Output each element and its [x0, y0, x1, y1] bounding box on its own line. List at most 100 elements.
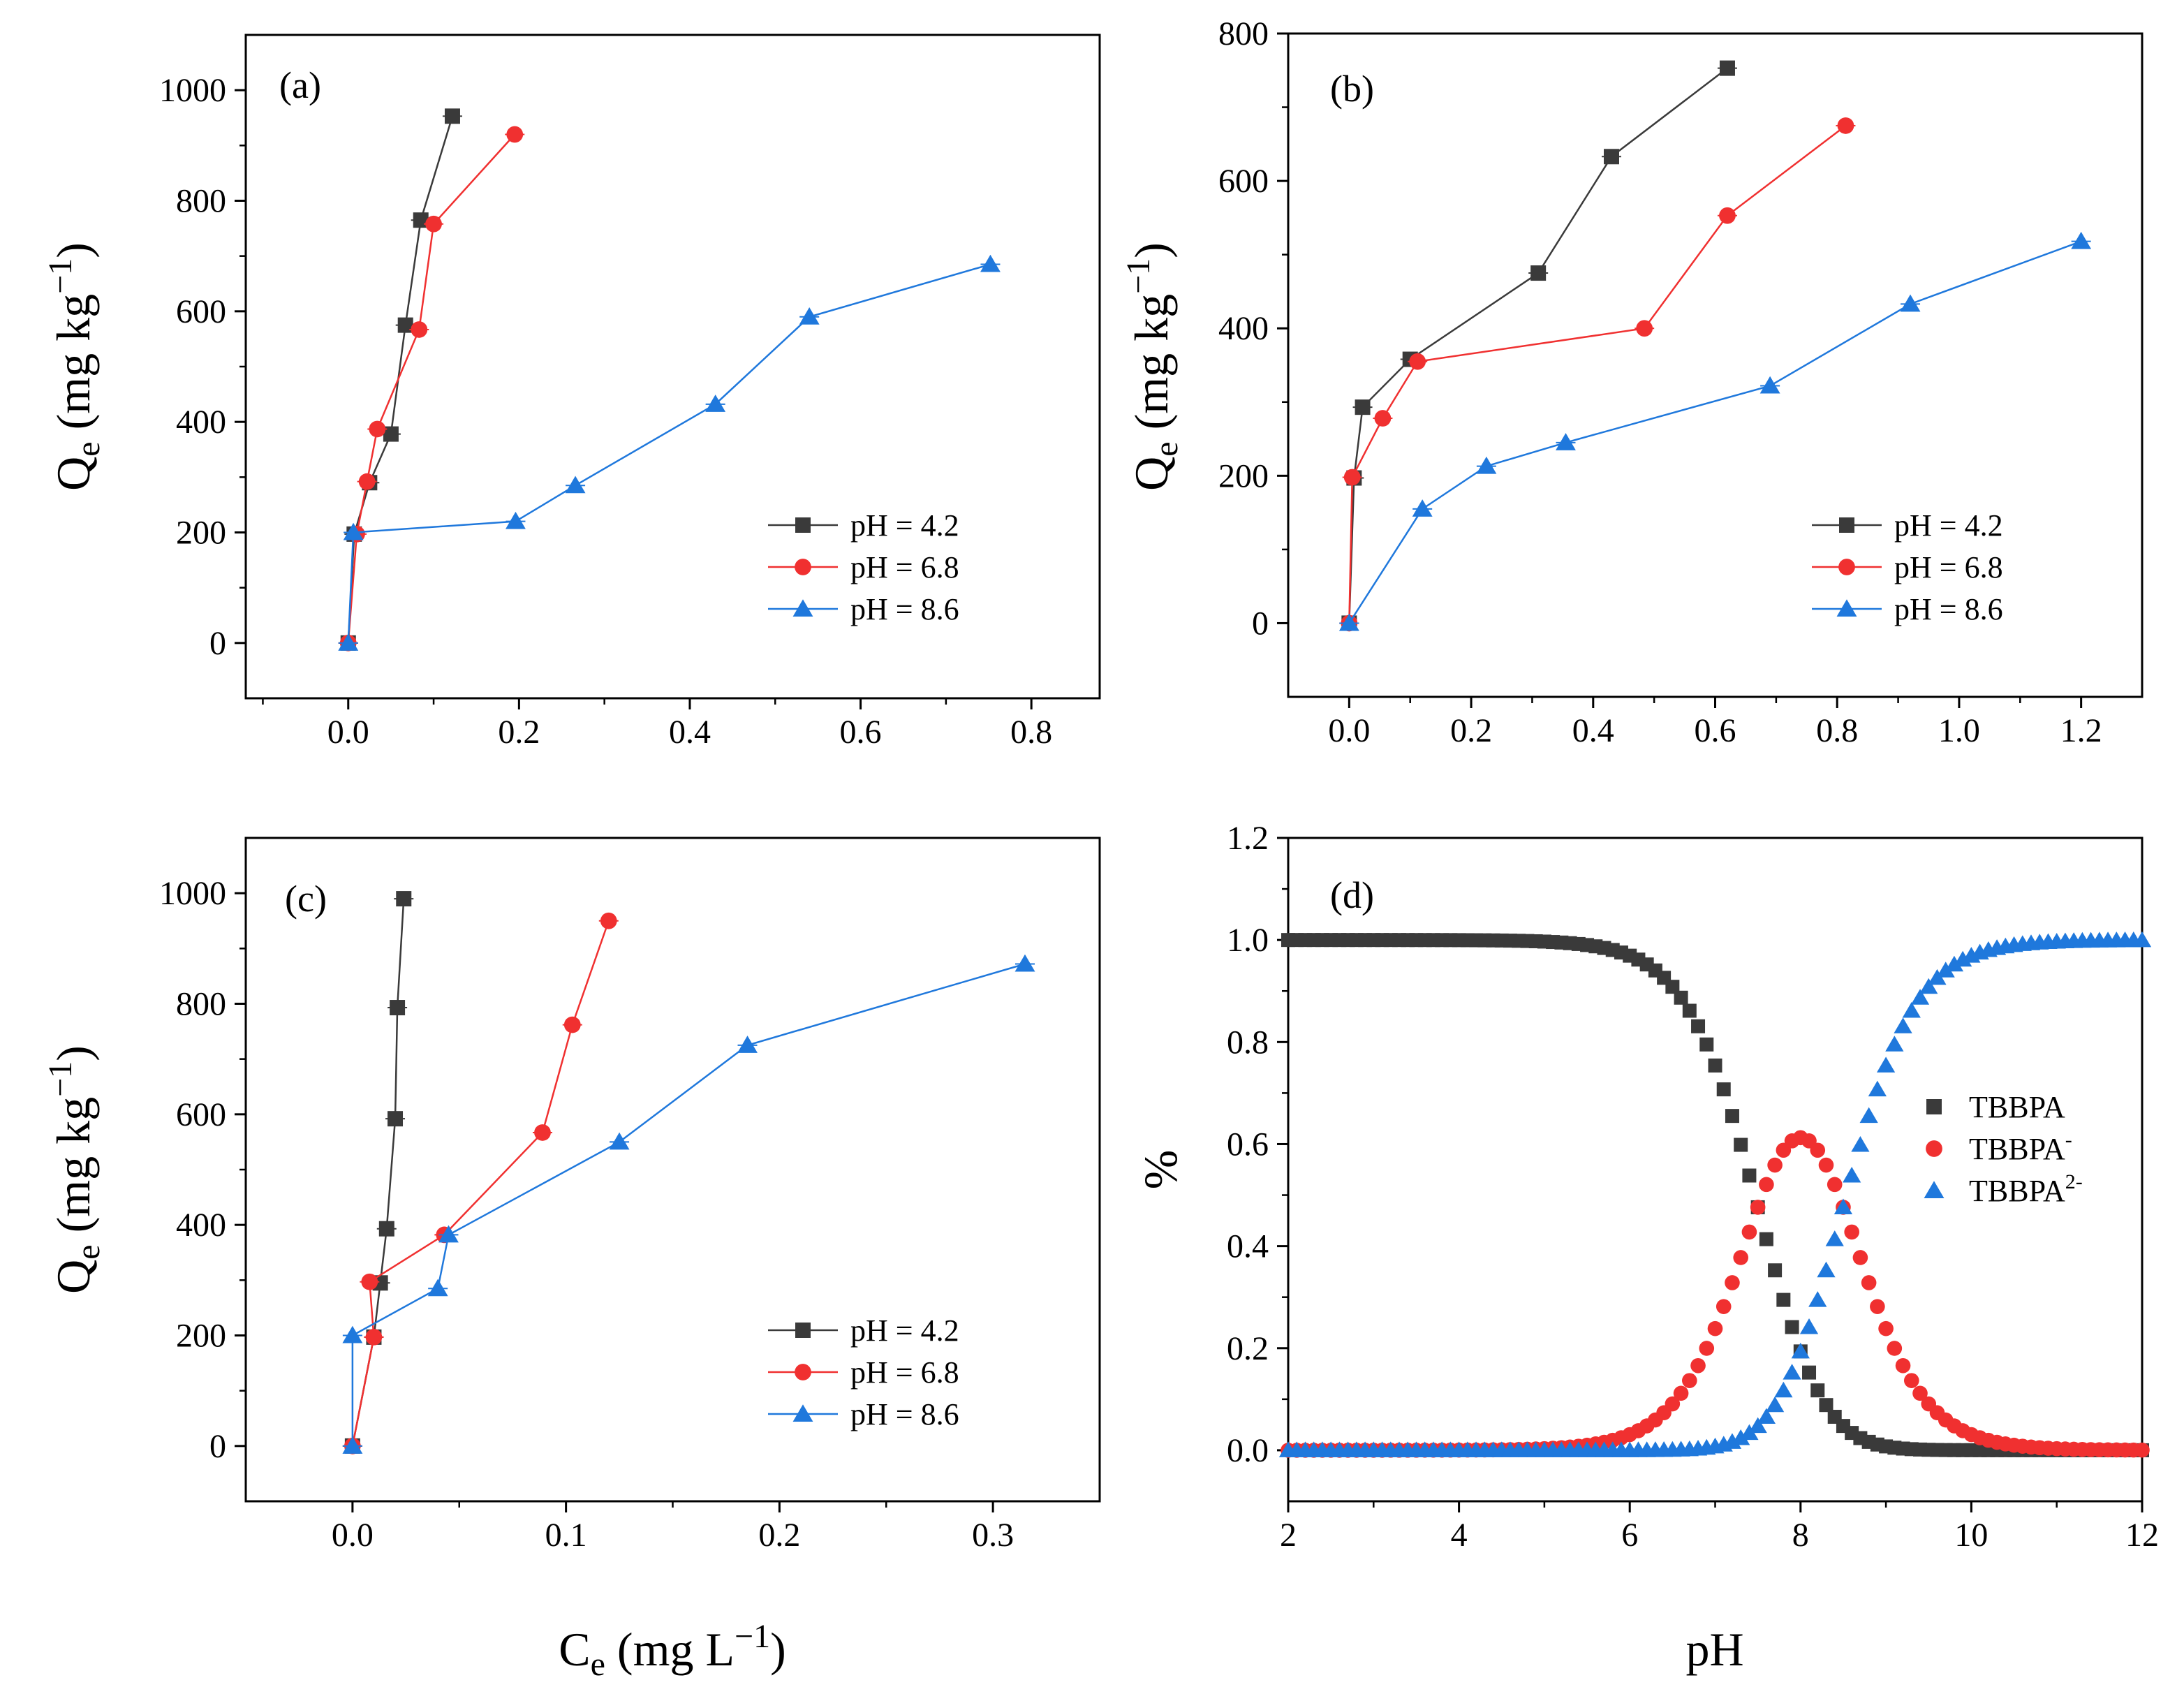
- data-point: [1757, 1408, 1776, 1424]
- x-tick-label: 2: [1280, 1517, 1297, 1554]
- data-point: [1636, 320, 1653, 337]
- data-point: [1900, 294, 1921, 312]
- legend: pH = 4.2 pH = 6.8 pH = 8.6: [768, 508, 959, 626]
- series-layer: [1278, 931, 2152, 1458]
- data-point: [396, 891, 412, 907]
- data-point: [1355, 399, 1371, 415]
- y-tick-label: 400: [1218, 310, 1269, 347]
- data-point: [369, 420, 386, 438]
- data-point: [1776, 1292, 1791, 1307]
- data-point: [438, 1225, 459, 1243]
- data-point: [1870, 1299, 1885, 1314]
- data-point: [1894, 1017, 1912, 1033]
- legend: TBBPA TBBPA- TBBPA2-: [1924, 1090, 2083, 1208]
- data-point: [1825, 1230, 1844, 1246]
- data-point: [1409, 353, 1426, 370]
- data-point: [397, 317, 413, 333]
- y-tick-label: 0: [209, 625, 226, 662]
- data-point: [358, 473, 376, 490]
- x-axis-label: Ce (mg L−1): [559, 1618, 785, 1683]
- data-point: [1665, 980, 1680, 994]
- legend: pH = 4.2 pH = 6.8 pH = 8.6: [1812, 508, 2003, 626]
- y-tick-label: 0: [209, 1428, 226, 1465]
- y-tick-label: 600: [1218, 163, 1269, 200]
- plot-frame: [244, 34, 1101, 700]
- legend-label: pH = 8.6: [850, 592, 959, 626]
- data-point: [1719, 60, 1735, 76]
- series-line: [1348, 67, 1728, 624]
- data-point: [388, 1111, 404, 1127]
- data-point: [1014, 954, 1035, 972]
- x-tick-label: 10: [1954, 1517, 1988, 1554]
- data-point: [1912, 1385, 1928, 1401]
- legend-label: TBBPA: [1969, 1090, 2065, 1124]
- y-tick-label: 0.2: [1227, 1330, 1269, 1367]
- legend-label: pH = 4.2: [1894, 508, 2003, 543]
- data-point: [534, 1124, 551, 1141]
- legend-marker: [795, 517, 811, 533]
- data-point: [506, 126, 524, 143]
- data-point: [1799, 1318, 1819, 1334]
- data-point: [1742, 1168, 1757, 1183]
- panel-b: (b) Qe (mg kg−1) 0.0 0.2 0.4 0.6 0.8 1.0 1.2 0 2…: [1120, 15, 2144, 749]
- data-point: [1878, 1320, 1894, 1336]
- data-point: [378, 1221, 394, 1237]
- y-tick-label: 800: [176, 183, 226, 220]
- data-point: [1733, 1250, 1748, 1265]
- data-point: [705, 395, 726, 412]
- data-point: [1699, 1037, 1714, 1052]
- y-tick-label: 200: [176, 1318, 226, 1355]
- data-point: [1759, 1177, 1774, 1193]
- data-point: [1910, 989, 1930, 1005]
- data-point: [565, 476, 586, 494]
- x-tick-label: 0.0: [327, 714, 369, 751]
- legend-label: TBBPA-: [1969, 1128, 2072, 1166]
- data-point: [1810, 1383, 1825, 1398]
- data-point: [1868, 1080, 1887, 1097]
- y-tick-label: 1000: [159, 875, 226, 912]
- y-tick-label: 800: [1218, 15, 1269, 52]
- data-point: [1750, 1200, 1766, 1215]
- data-point: [1759, 376, 1780, 394]
- data-point: [1843, 1166, 1861, 1183]
- data-point: [1885, 1036, 1904, 1052]
- panel-label: (b): [1330, 68, 1374, 110]
- legend-label: pH = 4.2: [850, 508, 959, 543]
- series-layer: [1338, 60, 2092, 632]
- data-point: [1945, 955, 1964, 972]
- legend-label: pH = 6.8: [1894, 550, 2003, 584]
- x-tick-label: 0.8: [1816, 712, 1858, 749]
- legend: pH = 4.2 pH = 6.8 pH = 8.6: [768, 1313, 959, 1431]
- data-point: [799, 307, 820, 325]
- y-tick-label: 200: [176, 515, 226, 552]
- data-point: [1876, 1056, 1896, 1073]
- data-point: [1673, 1385, 1689, 1401]
- data-point: [1682, 1003, 1697, 1018]
- data-point: [1827, 1177, 1843, 1193]
- x-tick-label: 1.0: [1938, 712, 1980, 749]
- x-tick-label: 0.2: [1450, 712, 1492, 749]
- data-point: [1791, 1342, 1810, 1359]
- data-point: [1716, 1082, 1731, 1097]
- data-point: [600, 912, 617, 929]
- y-tick-label: 800: [176, 986, 226, 1023]
- data-point: [1732, 1429, 1750, 1445]
- data-point: [1936, 962, 1955, 978]
- y-tick-label: 0.4: [1227, 1228, 1269, 1265]
- data-point: [342, 1436, 363, 1454]
- y-tick-label: 200: [1218, 457, 1269, 494]
- legend-label: TBBPA2-: [1969, 1170, 2083, 1208]
- data-point: [1859, 1107, 1878, 1124]
- series-line: [351, 899, 405, 1447]
- data-point: [343, 522, 364, 540]
- legend-label: pH = 6.8: [850, 550, 959, 584]
- data-point: [1767, 1157, 1783, 1173]
- legend-marker: [1924, 1181, 1945, 1198]
- panel-label: (c): [285, 878, 327, 920]
- legend-label: pH = 8.6: [1894, 592, 2003, 626]
- series-layer: [342, 891, 1035, 1454]
- series-line: [347, 263, 991, 643]
- x-tick-label: 12: [2125, 1517, 2159, 1554]
- y-tick-label: 600: [176, 293, 226, 330]
- y-axis-label: Qe (mg kg−1): [42, 1045, 107, 1294]
